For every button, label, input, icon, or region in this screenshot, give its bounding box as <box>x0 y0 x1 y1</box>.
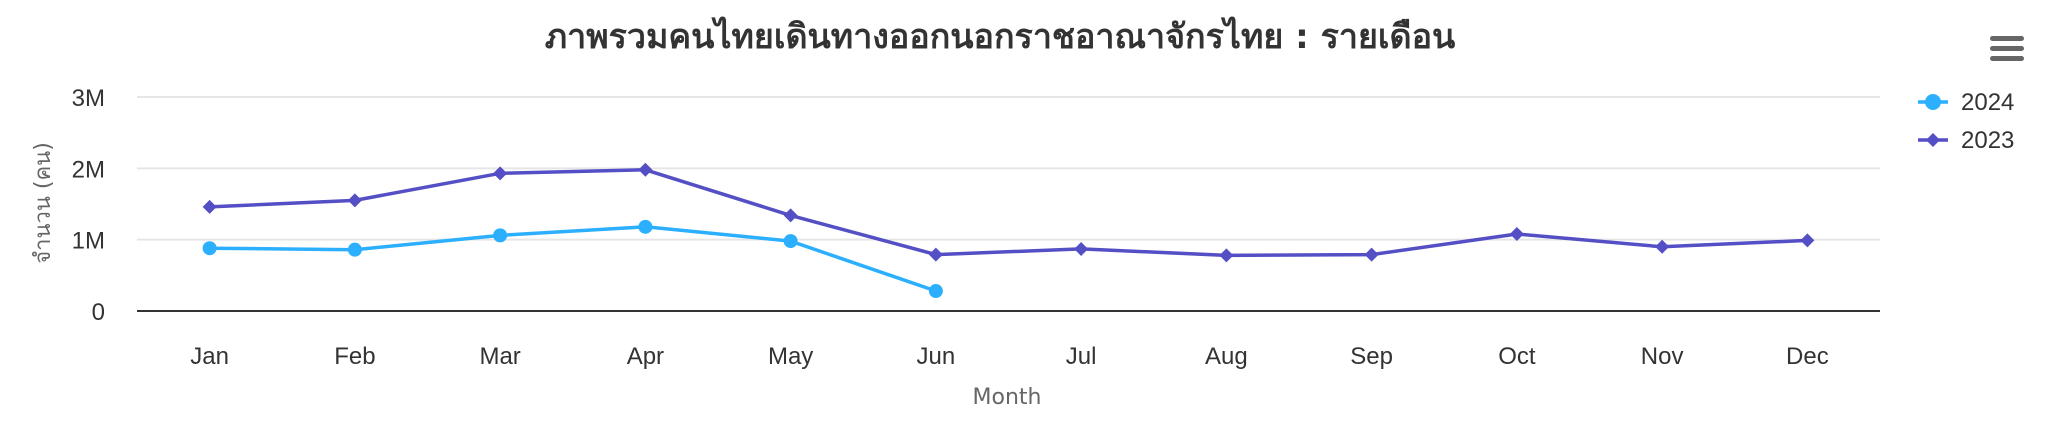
data-point[interactable] <box>493 166 508 181</box>
legend-marker <box>1926 133 1940 147</box>
series-2024 <box>202 219 943 299</box>
x-tick-label: Nov <box>1641 343 1684 370</box>
data-point[interactable] <box>347 242 362 257</box>
x-tick-label: Jun <box>917 343 956 370</box>
data-point[interactable] <box>493 228 508 243</box>
x-tick-label: Jul <box>1066 343 1097 370</box>
y-tick-label: 1M <box>72 228 105 255</box>
x-axis-ticks: Jan Feb Mar Apr May Jun Jul Aug Sep Oct Nov Dec <box>190 343 1828 370</box>
legend-label: 2023 <box>1961 127 2014 154</box>
data-point[interactable] <box>1219 248 1234 263</box>
data-point[interactable] <box>1364 247 1379 262</box>
data-point[interactable] <box>202 199 217 214</box>
y-tick-label: 0 <box>92 299 105 326</box>
data-point[interactable] <box>1655 239 1670 254</box>
x-tick-label: May <box>768 343 813 370</box>
legend-item[interactable]: 2023 <box>1918 127 2014 154</box>
data-point[interactable] <box>783 234 798 249</box>
data-point[interactable] <box>347 193 362 208</box>
x-tick-label: Aug <box>1205 343 1248 370</box>
data-point[interactable] <box>638 162 653 177</box>
data-point[interactable] <box>783 208 798 223</box>
gridlines <box>137 96 1880 241</box>
x-axis-title: Month <box>973 385 1042 410</box>
data-point[interactable] <box>638 219 653 234</box>
x-tick-label: Sep <box>1350 343 1393 370</box>
x-tick-label: Oct <box>1498 343 1536 370</box>
series-line <box>209 168 1808 258</box>
y-tick-label: 2M <box>72 156 105 183</box>
legend-marker <box>1925 94 1941 110</box>
legend-item[interactable]: 2024 <box>1918 89 2014 116</box>
data-point[interactable] <box>202 241 217 256</box>
legend: 2024 2023 <box>1918 89 2014 154</box>
data-point[interactable] <box>1509 226 1524 241</box>
data-point[interactable] <box>1800 233 1815 248</box>
x-tick-label: Dec <box>1786 343 1829 370</box>
data-point[interactable] <box>928 247 943 262</box>
series-layer <box>202 162 1815 299</box>
data-point[interactable] <box>1074 241 1089 256</box>
data-point[interactable] <box>928 284 943 299</box>
x-tick-label: Apr <box>627 343 664 370</box>
x-tick-label: Feb <box>334 343 375 370</box>
x-tick-label: Mar <box>479 343 520 370</box>
y-tick-label: 3M <box>72 85 105 112</box>
chart-title: ภาพรวมคนไทยเดินทางออกนอกราชอาณาจักรไทย :… <box>545 16 1456 57</box>
legend-label: 2024 <box>1961 89 2014 116</box>
series-line <box>209 225 937 293</box>
hamburger-menu-icon[interactable] <box>1985 32 2025 72</box>
x-tick-label: Jan <box>190 343 229 370</box>
y-axis-ticks: 0 1M 2M 3M <box>72 85 105 326</box>
series-2023 <box>202 162 1815 263</box>
y-axis-title: จำนวน (คน) <box>31 142 56 264</box>
